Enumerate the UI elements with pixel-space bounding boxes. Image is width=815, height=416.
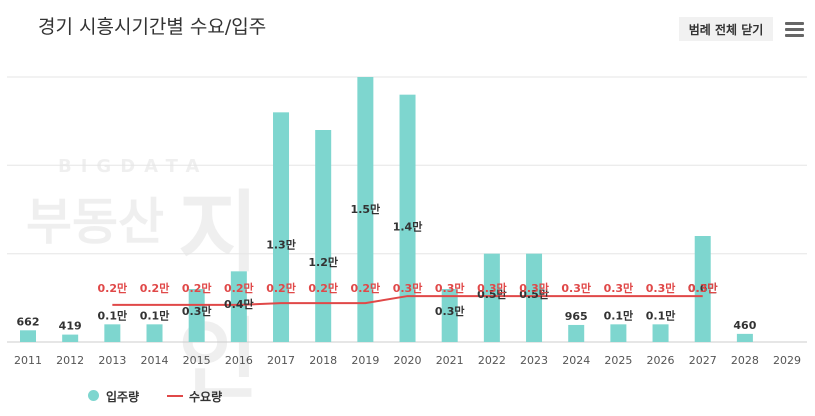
data-label-demand: 0.2만 bbox=[182, 281, 212, 295]
data-label-supply: 0.5만 bbox=[477, 287, 507, 301]
legend-label-supply: 입주량 bbox=[106, 390, 140, 404]
data-label-demand: 0.3만 bbox=[688, 281, 718, 295]
bar-supply[interactable] bbox=[273, 112, 290, 342]
hamburger-menu-icon[interactable] bbox=[785, 22, 804, 38]
data-label-supply: 0.4만 bbox=[224, 297, 254, 311]
data-label-demand: 0.3만 bbox=[561, 281, 591, 295]
line-demand bbox=[112, 295, 703, 306]
chart-title: 경기 시흥시기간별 수요/입주 bbox=[38, 16, 267, 38]
data-label-demand: 0.3만 bbox=[393, 281, 423, 295]
bar-supply[interactable] bbox=[357, 77, 374, 342]
data-label-supply: 0.1만 bbox=[140, 308, 170, 322]
line-icon bbox=[167, 395, 183, 397]
data-label-demand: 0.2만 bbox=[308, 281, 338, 295]
bar-supply[interactable] bbox=[483, 253, 500, 342]
legend-toggle-button[interactable]: 범례 전체 닫기 bbox=[679, 17, 773, 41]
x-tick-label: 2015 bbox=[183, 354, 211, 367]
legend-item-demand[interactable]: 수요량 bbox=[167, 388, 222, 405]
data-label-demand: 0.2만 bbox=[351, 281, 381, 295]
bar-supply[interactable] bbox=[694, 236, 711, 342]
x-tick-label: 2025 bbox=[604, 354, 632, 367]
bar-supply[interactable] bbox=[399, 94, 416, 343]
data-label-supply: 0.3만 bbox=[182, 304, 212, 318]
x-tick-label: 2013 bbox=[98, 354, 126, 367]
data-label-demand: 0.3만 bbox=[477, 281, 507, 295]
data-label-demand: 0.2만 bbox=[140, 281, 170, 295]
data-label-supply: 1.3만 bbox=[266, 237, 296, 251]
x-tick-label: 2016 bbox=[225, 354, 253, 367]
data-label-supply: 0.1만 bbox=[604, 308, 634, 322]
x-tick-label: 2012 bbox=[56, 354, 84, 367]
legend-item-supply[interactable]: 입주량 bbox=[88, 388, 139, 405]
bar-supply[interactable] bbox=[104, 324, 121, 342]
data-label-supply: 0.1만 bbox=[98, 308, 128, 322]
bar-supply[interactable] bbox=[441, 289, 458, 342]
data-label-supply: 0.1만 bbox=[646, 308, 676, 322]
data-label-supply: 0.5만 bbox=[519, 287, 549, 301]
data-label-demand: 0.2만 bbox=[224, 281, 254, 295]
data-label-supply: 419 bbox=[59, 320, 82, 333]
x-tick-label: 2028 bbox=[731, 354, 759, 367]
data-label-demand: 0.2만 bbox=[266, 281, 296, 295]
x-tick-label: 2022 bbox=[478, 354, 506, 367]
bar-supply[interactable] bbox=[610, 324, 627, 342]
data-label-supply: 1.2만 bbox=[308, 255, 338, 269]
x-tick-label: 2026 bbox=[647, 354, 675, 367]
data-label-supply: 1.5만 bbox=[351, 202, 381, 216]
x-tick-label: 2018 bbox=[309, 354, 337, 367]
data-label-demand: 0.3만 bbox=[646, 281, 676, 295]
data-label-supply: 460 bbox=[733, 319, 756, 332]
x-tick-label: 2021 bbox=[436, 354, 464, 367]
data-label-supply: 0.3만 bbox=[435, 304, 465, 318]
x-tick-label: 2027 bbox=[689, 354, 717, 367]
bar-supply[interactable] bbox=[62, 334, 79, 342]
data-label-demand: 0.3만 bbox=[435, 281, 465, 295]
x-tick-label: 2023 bbox=[520, 354, 548, 367]
x-tick-label: 2017 bbox=[267, 354, 295, 367]
data-label-supply: 1.4만 bbox=[393, 220, 423, 234]
x-tick-label: 2024 bbox=[562, 354, 590, 367]
bar-supply[interactable] bbox=[526, 253, 543, 342]
data-label-demand: 0.2만 bbox=[98, 281, 128, 295]
bar-supply[interactable] bbox=[20, 330, 36, 342]
bar-supply[interactable] bbox=[736, 333, 753, 342]
bar-supply[interactable] bbox=[146, 324, 163, 342]
data-label-demand: 0.3만 bbox=[519, 281, 549, 295]
bar-supply[interactable] bbox=[230, 271, 247, 342]
data-label-demand: 0.3만 bbox=[604, 281, 634, 295]
circle-dot-icon bbox=[88, 390, 99, 401]
bar-supply[interactable] bbox=[315, 130, 332, 342]
data-label-supply: 662 bbox=[17, 315, 40, 328]
x-tick-label: 2029 bbox=[773, 354, 801, 367]
data-label-supply: 0.6만 bbox=[688, 281, 718, 295]
legend-label-demand: 수요량 bbox=[189, 390, 223, 404]
bar-supply[interactable] bbox=[652, 324, 669, 342]
bar-supply[interactable] bbox=[188, 289, 205, 342]
x-tick-label: 2020 bbox=[394, 354, 422, 367]
x-tick-label: 2011 bbox=[14, 354, 42, 367]
bar-line-chart: 662 419 0.1만 0.1만 0.3만 0.4만 1.3만 1.2만 1.5만 1.4만 0.… bbox=[7, 76, 807, 367]
bar-supply[interactable] bbox=[568, 324, 585, 342]
data-label-supply: 965 bbox=[565, 310, 588, 323]
x-tick-label: 2019 bbox=[351, 354, 379, 367]
x-tick-label: 2014 bbox=[141, 354, 169, 367]
